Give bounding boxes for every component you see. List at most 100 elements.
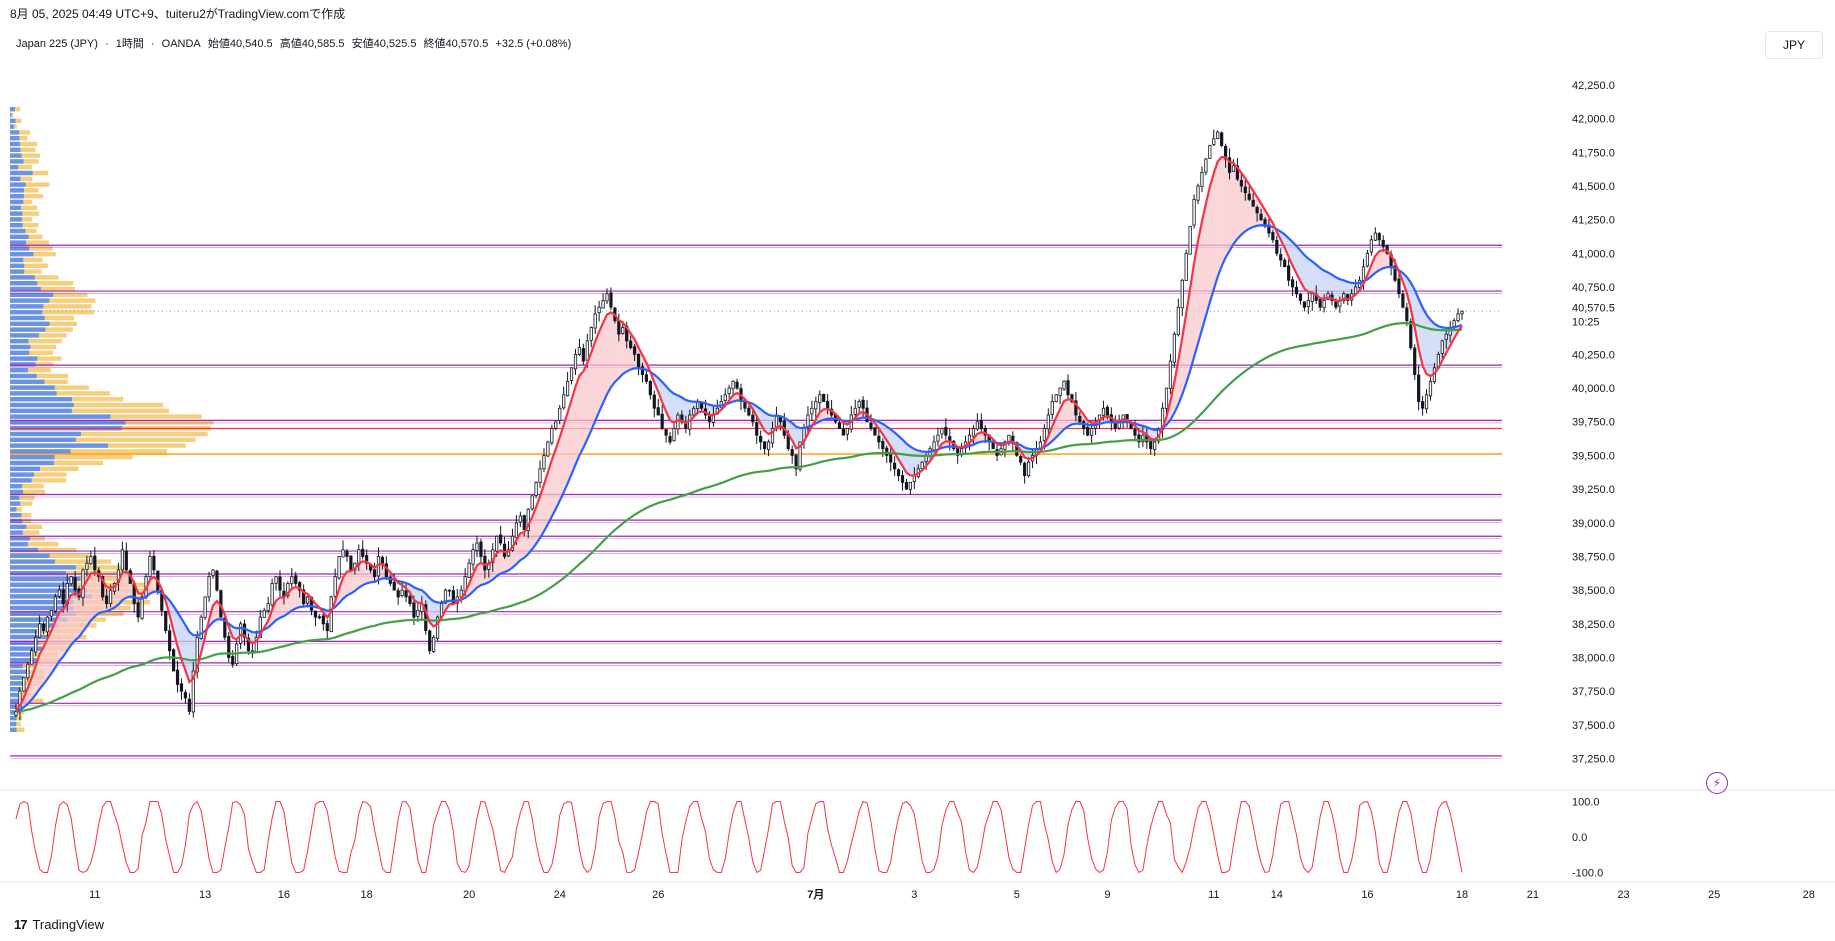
candlesticks (14, 129, 1464, 721)
candle-body (893, 462, 897, 470)
candle-body (621, 327, 625, 334)
volume-profile-bar-up (10, 443, 109, 448)
candle-body (404, 590, 408, 598)
candle-body (231, 656, 235, 665)
candle-body (585, 340, 589, 361)
candle-body (175, 669, 180, 685)
candle-body (896, 469, 901, 477)
ema-fill-segment (1296, 246, 1301, 282)
ema-fill-segment (1174, 360, 1179, 413)
volume-profile-bar-up (10, 727, 17, 732)
ema-fill-segment (1304, 255, 1309, 293)
volume-profile-bar-up (10, 721, 17, 727)
candle-body (794, 454, 798, 470)
price-tick-label: 42,250.0 (1572, 80, 1615, 92)
candle-body (22, 677, 26, 692)
volume-profile-bar-up (10, 234, 29, 239)
candle-body (971, 428, 976, 437)
legend-high: 高値40,585.5 (279, 38, 345, 50)
ema-fill-segment (563, 412, 568, 493)
ema-fill-segment (362, 561, 367, 586)
candle-body (841, 428, 846, 436)
price-tick-label: 38,000.0 (1572, 653, 1615, 665)
volume-profile-bar-up (10, 165, 19, 170)
candle-body (904, 482, 909, 490)
ema-fill-segment (543, 472, 548, 532)
ema-fill-segment (532, 507, 537, 550)
ema-fill-segment (1245, 178, 1250, 232)
candle-body (1200, 172, 1204, 187)
time-tick-label: 25 (1708, 889, 1720, 901)
brand-name: TradingView (32, 917, 105, 932)
candle-body (873, 427, 877, 436)
candle-body (609, 292, 613, 308)
lightning-icon[interactable]: ⚡ (1706, 772, 1728, 794)
volume-profile-bar (10, 687, 32, 692)
candle-body (1090, 428, 1094, 436)
candle-body (636, 353, 641, 369)
ema-fill-segment (1205, 187, 1210, 316)
legend-interval[interactable]: 1時間 (115, 38, 144, 50)
candle-body (617, 319, 621, 335)
ema-fill-segment (610, 312, 615, 388)
volume-profile-bar-up (10, 582, 77, 587)
ema-fill-segment (677, 395, 682, 421)
candle-body (1255, 207, 1259, 214)
currency-button[interactable]: JPY (1765, 31, 1823, 59)
price-axis[interactable]: 42,250.0 42,000.0 41,750.0 41,500.0 41,250.0… (1572, 80, 1615, 880)
bar-countdown-label: 10:25 (1572, 316, 1600, 328)
ema-fill-segment (1201, 203, 1206, 330)
volume-profile-bar (10, 130, 31, 135)
candle-body (573, 353, 578, 370)
ema-fill-segment (1316, 264, 1321, 299)
candle-body (1105, 406, 1109, 416)
ema-fill-segment (551, 448, 556, 517)
ema-fill-segment (1146, 427, 1151, 439)
ema-fill-segment (1233, 162, 1238, 244)
tradingview-brand[interactable]: 17 TradingView (14, 917, 104, 932)
ema-fill-segment (90, 572, 95, 621)
candle-body (1456, 313, 1460, 322)
volume-profile-bar-up (10, 124, 14, 129)
candle-body (1271, 232, 1275, 241)
volume-profile-bar-up (10, 414, 111, 419)
candle-body (148, 556, 152, 578)
volume-profile-bar-up (10, 576, 81, 582)
candle-body (238, 623, 243, 644)
volume-profile-bar-up (10, 112, 12, 118)
candle-body (755, 422, 759, 436)
time-tick-label: 14 (1271, 889, 1283, 901)
candle-body (1026, 461, 1031, 476)
volume-profile-bar (10, 652, 59, 657)
volume-profile-bar-up (10, 692, 18, 698)
candle-body (372, 569, 377, 578)
candle-body (1231, 165, 1236, 172)
candle-body (61, 589, 65, 605)
candle-body (317, 616, 321, 619)
ema-fill-segment (1331, 274, 1336, 301)
candle-body (26, 663, 30, 679)
legend-low: 安値40,525.5 (351, 38, 417, 50)
volume-profile-bar-up (10, 611, 76, 616)
volume-profile-bar-up (10, 176, 21, 181)
volume-profile-bar (10, 478, 67, 483)
time-axis[interactable]: 111316182024267月3591114161821232528308月4… (0, 881, 1835, 901)
volume-profile-bar (10, 165, 33, 170)
volume-profile-bar-up (10, 588, 87, 593)
legend-symbol[interactable]: Japan 225 (JPY) (16, 38, 98, 50)
volume-profile-bar-up (10, 170, 33, 176)
candle-body (479, 541, 483, 557)
candle-body (857, 401, 861, 408)
candle-body (140, 596, 144, 619)
ema-fill-segment (658, 377, 663, 403)
ema-fill-segment (595, 331, 600, 421)
candle-body (731, 380, 735, 390)
candle-body (1192, 199, 1196, 226)
price-tick-label: 38,750.0 (1572, 551, 1615, 563)
candle-body (1212, 138, 1216, 145)
price-tick-label: 41,000.0 (1572, 248, 1615, 260)
candle-body (1322, 300, 1326, 309)
candle-body (1413, 347, 1417, 375)
candle-body (325, 623, 329, 631)
